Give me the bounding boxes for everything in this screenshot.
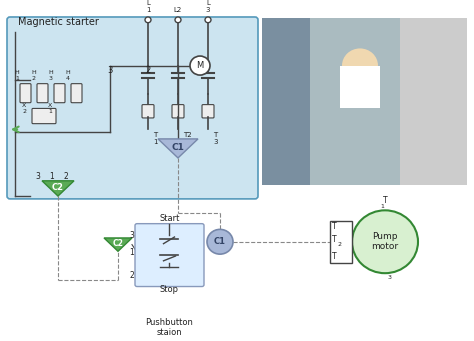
Bar bbox=[310, 18, 465, 184]
Text: C2: C2 bbox=[112, 239, 123, 248]
Text: 2: 2 bbox=[129, 271, 134, 280]
Text: T: T bbox=[332, 252, 337, 262]
Text: 2: 2 bbox=[64, 173, 68, 181]
Text: H
2: H 2 bbox=[32, 70, 36, 81]
FancyBboxPatch shape bbox=[20, 84, 31, 103]
Text: 1: 1 bbox=[129, 248, 134, 257]
FancyBboxPatch shape bbox=[7, 17, 258, 199]
Bar bbox=[262, 18, 467, 184]
Text: C2: C2 bbox=[52, 183, 64, 192]
Bar bbox=[340, 65, 380, 108]
Text: L2: L2 bbox=[174, 7, 182, 13]
Text: Start: Start bbox=[159, 214, 180, 223]
Text: X
2: X 2 bbox=[22, 103, 26, 114]
Text: 3: 3 bbox=[36, 173, 40, 181]
Text: H
4: H 4 bbox=[65, 70, 70, 81]
Circle shape bbox=[352, 210, 418, 273]
Text: Pushbutton
staion: Pushbutton staion bbox=[146, 318, 193, 337]
Circle shape bbox=[205, 17, 211, 23]
Circle shape bbox=[175, 17, 181, 23]
Text: C1: C1 bbox=[172, 143, 184, 152]
FancyBboxPatch shape bbox=[32, 108, 56, 124]
Bar bbox=[400, 18, 467, 184]
Text: H
1: H 1 bbox=[15, 70, 19, 81]
Bar bbox=[262, 18, 467, 184]
Bar bbox=[330, 221, 352, 263]
Text: 3: 3 bbox=[388, 276, 392, 280]
Text: T2: T2 bbox=[183, 132, 191, 138]
Text: Stop: Stop bbox=[160, 285, 179, 294]
Circle shape bbox=[145, 17, 151, 23]
Polygon shape bbox=[104, 238, 132, 251]
Text: T
3: T 3 bbox=[213, 132, 218, 145]
Text: H
3: H 3 bbox=[49, 70, 54, 81]
FancyBboxPatch shape bbox=[54, 84, 65, 103]
Text: X
1: X 1 bbox=[48, 103, 52, 114]
Circle shape bbox=[207, 229, 233, 254]
Text: 2: 2 bbox=[338, 242, 342, 247]
Text: 3: 3 bbox=[129, 231, 134, 240]
FancyBboxPatch shape bbox=[172, 105, 184, 118]
FancyBboxPatch shape bbox=[142, 105, 154, 118]
Polygon shape bbox=[42, 181, 74, 196]
Text: 3: 3 bbox=[107, 66, 113, 75]
Text: Magnetic starter: Magnetic starter bbox=[18, 17, 99, 27]
Text: Pump
motor: Pump motor bbox=[372, 232, 399, 251]
Text: 1: 1 bbox=[50, 173, 55, 181]
FancyBboxPatch shape bbox=[37, 84, 48, 103]
Text: C1: C1 bbox=[214, 237, 226, 246]
FancyBboxPatch shape bbox=[71, 84, 82, 103]
Circle shape bbox=[342, 48, 378, 83]
Text: T: T bbox=[332, 235, 337, 244]
Text: T
1: T 1 bbox=[153, 132, 157, 145]
Text: M: M bbox=[196, 61, 204, 70]
Circle shape bbox=[190, 56, 210, 75]
Text: T: T bbox=[332, 222, 337, 231]
Text: L
1: L 1 bbox=[146, 0, 150, 13]
Text: L
3: L 3 bbox=[206, 0, 210, 13]
Polygon shape bbox=[158, 139, 198, 158]
Text: 2: 2 bbox=[146, 66, 151, 75]
Text: T: T bbox=[383, 196, 387, 205]
FancyBboxPatch shape bbox=[202, 105, 214, 118]
Text: 1: 1 bbox=[380, 204, 384, 209]
FancyBboxPatch shape bbox=[135, 224, 204, 286]
